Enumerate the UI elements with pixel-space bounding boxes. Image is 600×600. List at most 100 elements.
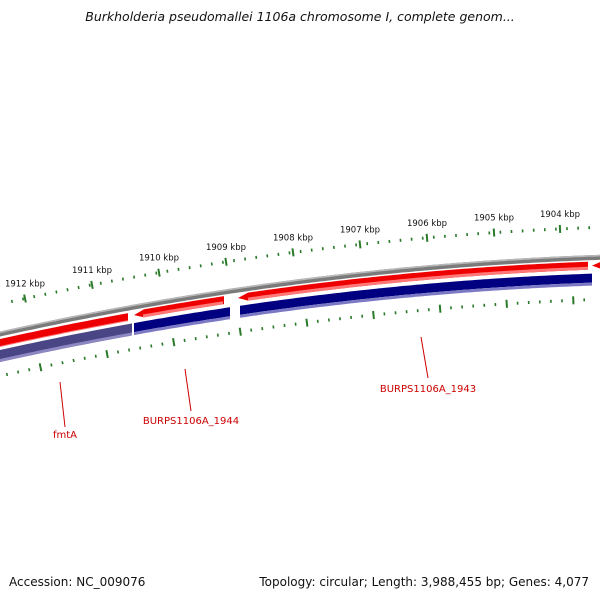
ruler-minor-tick <box>266 254 269 258</box>
inner-ruler-tick <box>316 319 319 323</box>
ruler-major-tick <box>157 268 161 277</box>
inner-ruler-tick <box>139 346 142 350</box>
map-title: Burkholderia pseudomallei 1106a chromoso… <box>85 9 515 24</box>
inner-ruler-tick <box>172 338 176 347</box>
gene-labels: fmtA BURPS1106A_1944 BURPS1106A_1943 <box>53 336 476 441</box>
ruler-minor-tick <box>588 226 591 230</box>
ruler-minor-tick <box>344 244 346 248</box>
ruler-minor-tick <box>499 230 502 234</box>
inner-ruler-tick <box>28 368 31 372</box>
inner-ruler-tick <box>105 349 109 359</box>
inner-ruler-tick <box>461 305 464 309</box>
ruler-minor-tick <box>22 297 25 301</box>
gene-features <box>0 261 600 362</box>
inner-ruler-tick <box>194 336 197 341</box>
ruler-minor-tick <box>66 288 69 292</box>
inner-ruler-tick <box>272 325 275 329</box>
gene-feature-reverse-segment <box>134 307 230 333</box>
gene-label: BURPS1106A_1943 <box>380 384 476 395</box>
ruler-major-tick <box>492 228 496 237</box>
inner-ruler-tick <box>450 306 452 310</box>
gene-label: fmtA <box>53 430 77 441</box>
ruler-minor-tick <box>543 228 546 232</box>
inner-ruler-tick <box>50 363 53 367</box>
inner-ruler-tick <box>116 350 120 354</box>
gene-feature-forward-segment <box>134 296 224 318</box>
ruler-minor-tick <box>366 242 369 246</box>
ruler-minor-tick <box>110 279 113 283</box>
inner-ruler-tick <box>216 333 219 337</box>
ruler-minor-tick <box>521 229 524 233</box>
ruler-minor-tick <box>332 245 335 249</box>
kbp-ruler: 1904 kbp 1905 kbp 1906 kbp 1907 kbp 1908 kbp… <box>5 210 591 377</box>
ruler-minor-tick <box>77 285 80 290</box>
ruler-minor-tick <box>466 233 469 237</box>
ruler-minor-tick <box>455 233 457 237</box>
ruler-major-tick <box>291 248 295 257</box>
inner-ruler-tick <box>572 296 575 305</box>
gene-feature-forward-segment <box>143 301 223 318</box>
ruler-minor-tick <box>44 292 47 296</box>
ruler-minor-tick <box>399 238 402 242</box>
ruler-minor-tick <box>188 265 191 270</box>
ruler-label: 1912 kbp <box>5 280 45 290</box>
inner-ruler-tick <box>183 338 186 343</box>
inner-ruler-tick <box>494 303 497 307</box>
ruler-minor-tick <box>88 283 91 287</box>
gene-feature-forward-segment <box>248 266 588 301</box>
inner-ruler-tick <box>394 311 397 315</box>
inner-ruler-tick <box>83 356 86 360</box>
inner-ruler-tick <box>583 298 586 302</box>
gene-leader-line <box>59 381 66 428</box>
gene-feature-reverse-segment <box>0 332 132 362</box>
ruler-minor-tick <box>177 267 180 272</box>
inner-ruler-tick <box>550 299 552 303</box>
inner-ruler-tick <box>438 304 442 313</box>
ruler-minor-tick <box>321 247 324 251</box>
inner-ruler-tick <box>372 310 375 320</box>
accession-text: Accession: NC_009076 <box>9 575 146 589</box>
ruler-minor-tick <box>388 239 391 243</box>
ruler-minor-tick <box>432 235 435 239</box>
ruler-major-tick <box>558 224 562 233</box>
inner-ruler-tick <box>427 308 430 312</box>
ruler-major-tick <box>90 280 94 290</box>
ruler-minor-tick <box>377 240 380 245</box>
inner-ruler-tick <box>294 322 297 326</box>
ruler-major-tick <box>23 294 27 303</box>
gene-leader-line <box>184 368 192 412</box>
ruler-minor-tick <box>577 226 579 230</box>
ruler-minor-tick <box>210 262 213 266</box>
ruler-minor-tick <box>488 231 491 235</box>
inner-ruler-tick <box>339 317 341 321</box>
inner-ruler-tick <box>383 312 386 316</box>
ruler-minor-tick <box>121 277 125 281</box>
ruler-minor-tick <box>410 237 413 241</box>
ruler-label: 1905 kbp <box>474 214 514 224</box>
inner-ruler-tick <box>17 370 20 374</box>
inner-ruler-tick <box>472 304 475 308</box>
gene-feature-forward-segment <box>592 262 600 269</box>
inner-ruler-tick <box>250 328 253 332</box>
ruler-minor-tick <box>133 275 136 279</box>
ruler-minor-tick <box>199 264 202 268</box>
gene-feature-forward-segment <box>0 313 128 346</box>
ruler-minor-tick <box>277 252 280 256</box>
ruler-minor-tick <box>166 269 169 273</box>
inner-ruler-tick <box>227 331 231 336</box>
genome-summary-text: Topology: circular; Length: 3,988,455 bp… <box>259 575 589 589</box>
inner-ruler-tick <box>161 342 164 346</box>
ruler-major-tick <box>358 240 362 249</box>
ruler-minor-tick <box>155 271 158 275</box>
inner-ruler-tick <box>527 300 530 305</box>
inner-ruler-tick <box>305 318 309 327</box>
inner-ruler-tick <box>5 372 9 377</box>
ruler-label: 1907 kbp <box>340 225 380 235</box>
inner-ruler-tick <box>128 348 131 352</box>
inner-ruler-tick <box>261 327 264 331</box>
ruler-minor-tick <box>244 257 247 261</box>
gene-label: BURPS1106A_1944 <box>143 416 239 427</box>
inner-ruler-tick <box>561 299 563 303</box>
